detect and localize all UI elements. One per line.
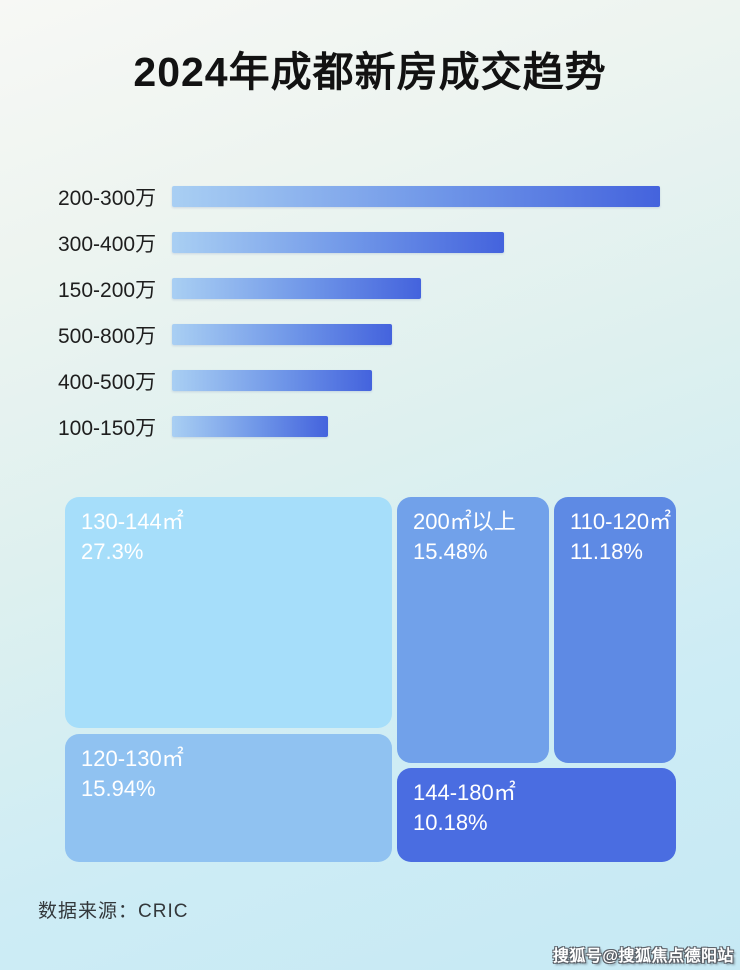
treemap-block-120-130: 120-130㎡ 15.94% bbox=[65, 734, 392, 862]
treemap-block-label: 120-130㎡ bbox=[81, 746, 184, 771]
bar-150-200 bbox=[172, 278, 421, 299]
treemap-block-value: 11.18% bbox=[570, 538, 643, 564]
bar-track bbox=[172, 370, 740, 391]
treemap-block-144-180: 144-180㎡ 10.18% bbox=[397, 768, 676, 862]
treemap-block-label: 200㎡以上 bbox=[413, 509, 516, 534]
bar-300-400 bbox=[172, 232, 504, 253]
bar-category-label: 300-400万 bbox=[58, 232, 157, 256]
bar-row: 300-400万 bbox=[0, 232, 740, 256]
watermark-sohu-badge: 搜狐号@搜狐焦点德阳站 bbox=[552, 948, 734, 965]
bar-row: 500-800万 bbox=[0, 324, 740, 348]
bar-row: 100-150万 bbox=[0, 416, 740, 440]
treemap-block-value: 27.3% bbox=[81, 538, 144, 564]
bar-category-label: 100-150万 bbox=[58, 416, 157, 440]
bar-track bbox=[172, 416, 740, 437]
data-source-label: 数据来源：CRIC bbox=[38, 901, 189, 922]
page-title: 2024年成都新房成交趋势 bbox=[133, 49, 607, 95]
treemap-block-label: 144-180㎡ bbox=[413, 780, 516, 805]
bar-track bbox=[172, 186, 740, 207]
bar-category-label: 500-800万 bbox=[58, 324, 157, 348]
bar-track bbox=[172, 278, 740, 299]
bar-500-800 bbox=[172, 324, 392, 345]
bar-row: 400-500万 bbox=[0, 370, 740, 394]
bar-category-label: 150-200万 bbox=[58, 278, 157, 302]
area-size-treemap: 130-144㎡ 27.3% 200㎡以上 15.48% 110-120㎡ 11… bbox=[65, 497, 676, 862]
bar-row: 150-200万 bbox=[0, 278, 740, 302]
bar-track bbox=[172, 232, 740, 253]
treemap-block-value: 10.18% bbox=[413, 809, 488, 835]
bar-200-300 bbox=[172, 186, 660, 207]
price-band-bar-chart: 200-300万 300-400万 150-200万 500-800万 400-… bbox=[0, 186, 740, 462]
treemap-block-200-plus: 200㎡以上 15.48% bbox=[397, 497, 549, 763]
bar-100-150 bbox=[172, 416, 329, 437]
treemap-block-value: 15.94% bbox=[81, 775, 156, 801]
bar-category-label: 400-500万 bbox=[58, 370, 157, 394]
treemap-block-110-120: 110-120㎡ 11.18% bbox=[554, 497, 676, 763]
treemap-block-130-144: 130-144㎡ 27.3% bbox=[65, 497, 392, 728]
bar-category-label: 200-300万 bbox=[58, 186, 157, 210]
treemap-block-label: 130-144㎡ bbox=[81, 509, 184, 534]
treemap-block-value: 15.48% bbox=[413, 538, 488, 564]
bar-400-500 bbox=[172, 370, 373, 391]
bar-row: 200-300万 bbox=[0, 186, 740, 210]
treemap-block-label: 110-120㎡ bbox=[570, 509, 672, 534]
bar-track bbox=[172, 324, 740, 345]
